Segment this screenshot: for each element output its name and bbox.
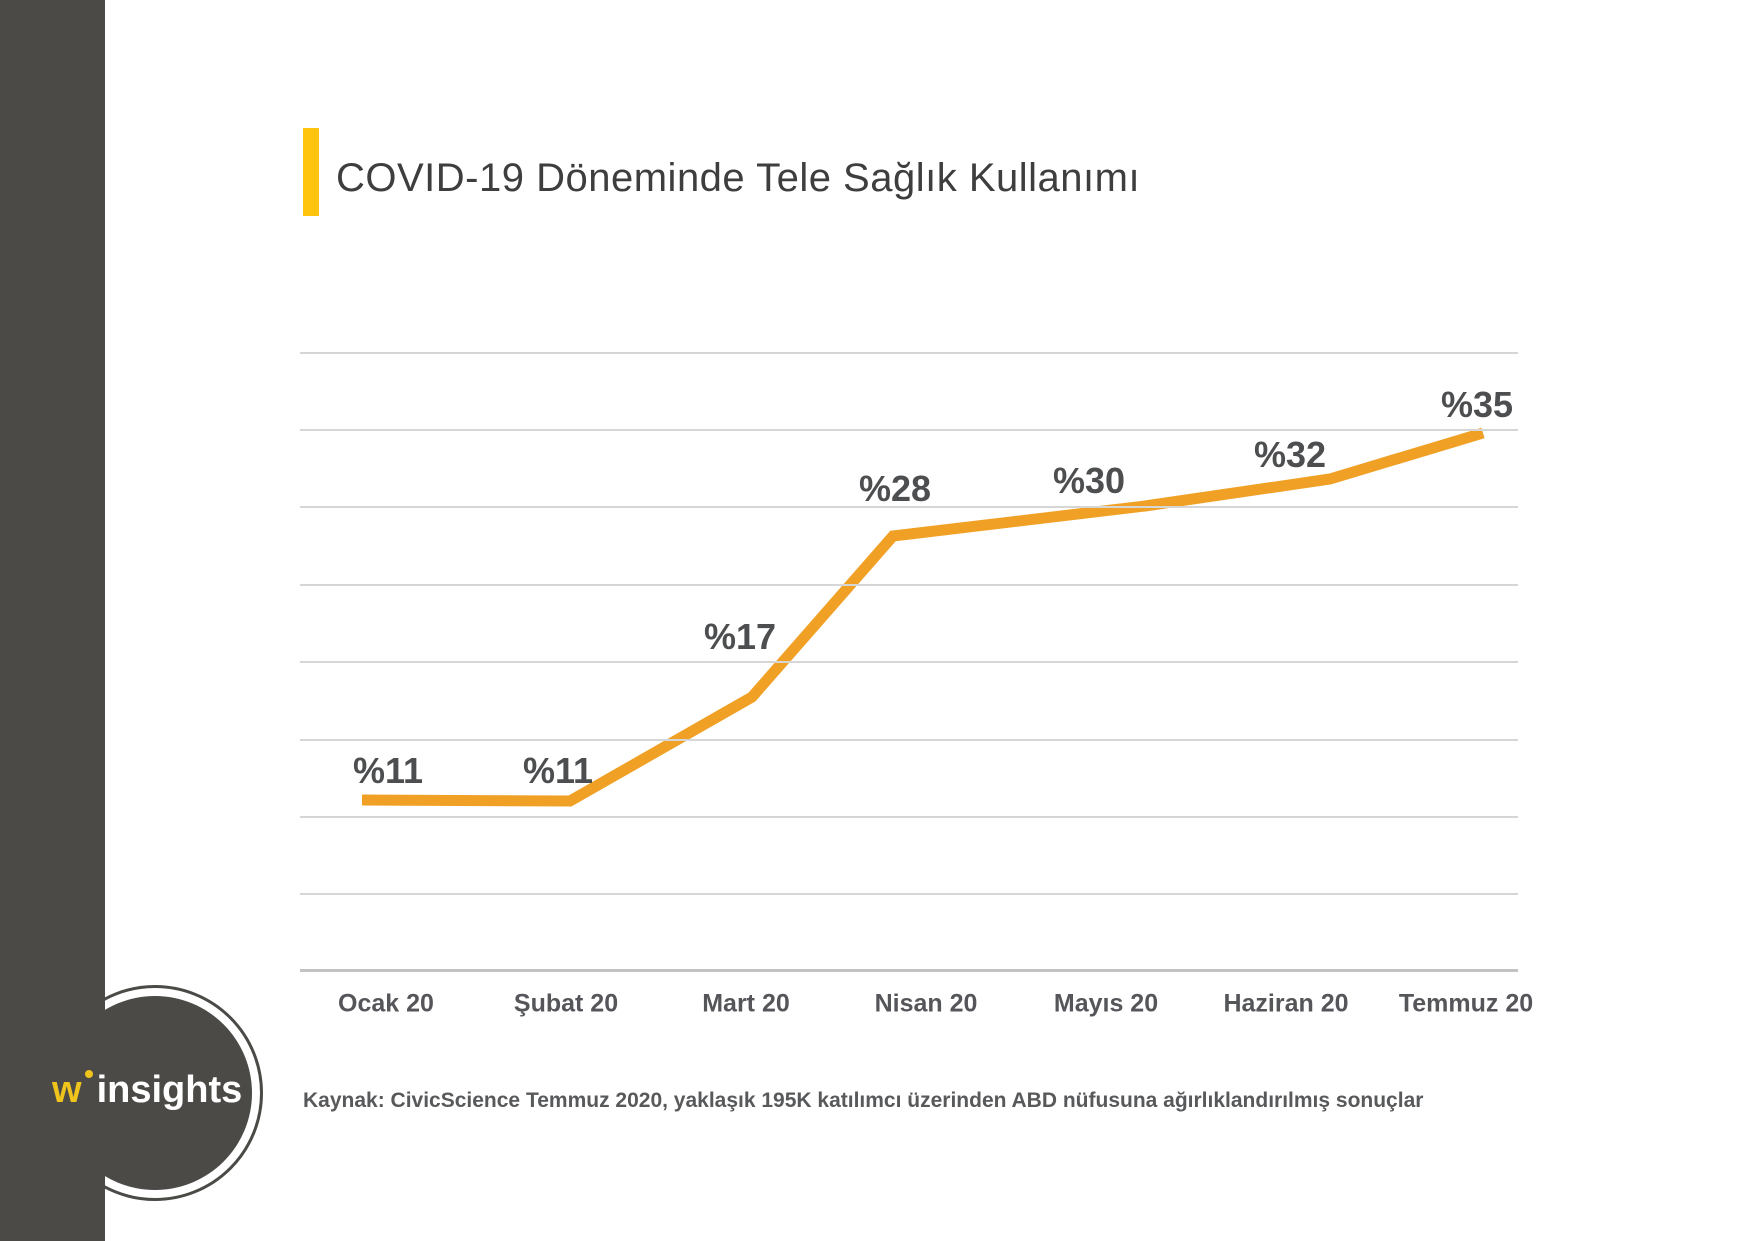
data-point-label: %30 <box>1052 460 1126 501</box>
logo-insights-text: insights <box>96 1069 243 1111</box>
logo-ring <box>47 985 263 1201</box>
data-point-label: %28 <box>858 468 932 509</box>
x-axis-label: Haziran 20 <box>1223 989 1349 1018</box>
title-accent-bar <box>303 128 319 216</box>
logo-w-letter: w <box>52 1069 82 1111</box>
data-point-label: %11 <box>522 750 594 791</box>
gridline <box>300 429 1518 431</box>
x-axis-line <box>300 969 1518 972</box>
source-note: Kaynak: CivicScience Temmuz 2020, yaklaş… <box>303 1089 1424 1112</box>
telehealth-trend-line <box>361 427 1485 807</box>
logo-wordmark: w insights <box>52 1068 252 1112</box>
x-axis-label: Şubat 20 <box>513 989 619 1018</box>
gridline <box>300 506 1518 508</box>
x-axis-label: Nisan 20 <box>874 989 978 1018</box>
gridline <box>300 739 1518 741</box>
x-axis-label: Mart 20 <box>702 989 790 1018</box>
gridline <box>300 816 1518 818</box>
x-axis-label: Ocak 20 <box>338 989 434 1018</box>
logo-dot-icon <box>84 1070 93 1078</box>
page-title: COVID-19 Döneminde Tele Sağlık Kullanımı <box>336 156 1141 200</box>
data-point-label: %35 <box>1440 384 1514 425</box>
data-point-label: %32 <box>1253 434 1327 475</box>
data-point-label: %17 <box>703 616 777 657</box>
gridline <box>300 352 1518 354</box>
x-axis-label: Temmuz 20 <box>1398 989 1534 1018</box>
gridline <box>300 893 1518 895</box>
data-point-label: %11 <box>352 750 424 791</box>
gridline <box>300 661 1518 663</box>
logo-circle <box>58 996 252 1190</box>
x-axis-label: Mayıs 20 <box>1053 989 1159 1018</box>
gridline <box>300 584 1518 586</box>
